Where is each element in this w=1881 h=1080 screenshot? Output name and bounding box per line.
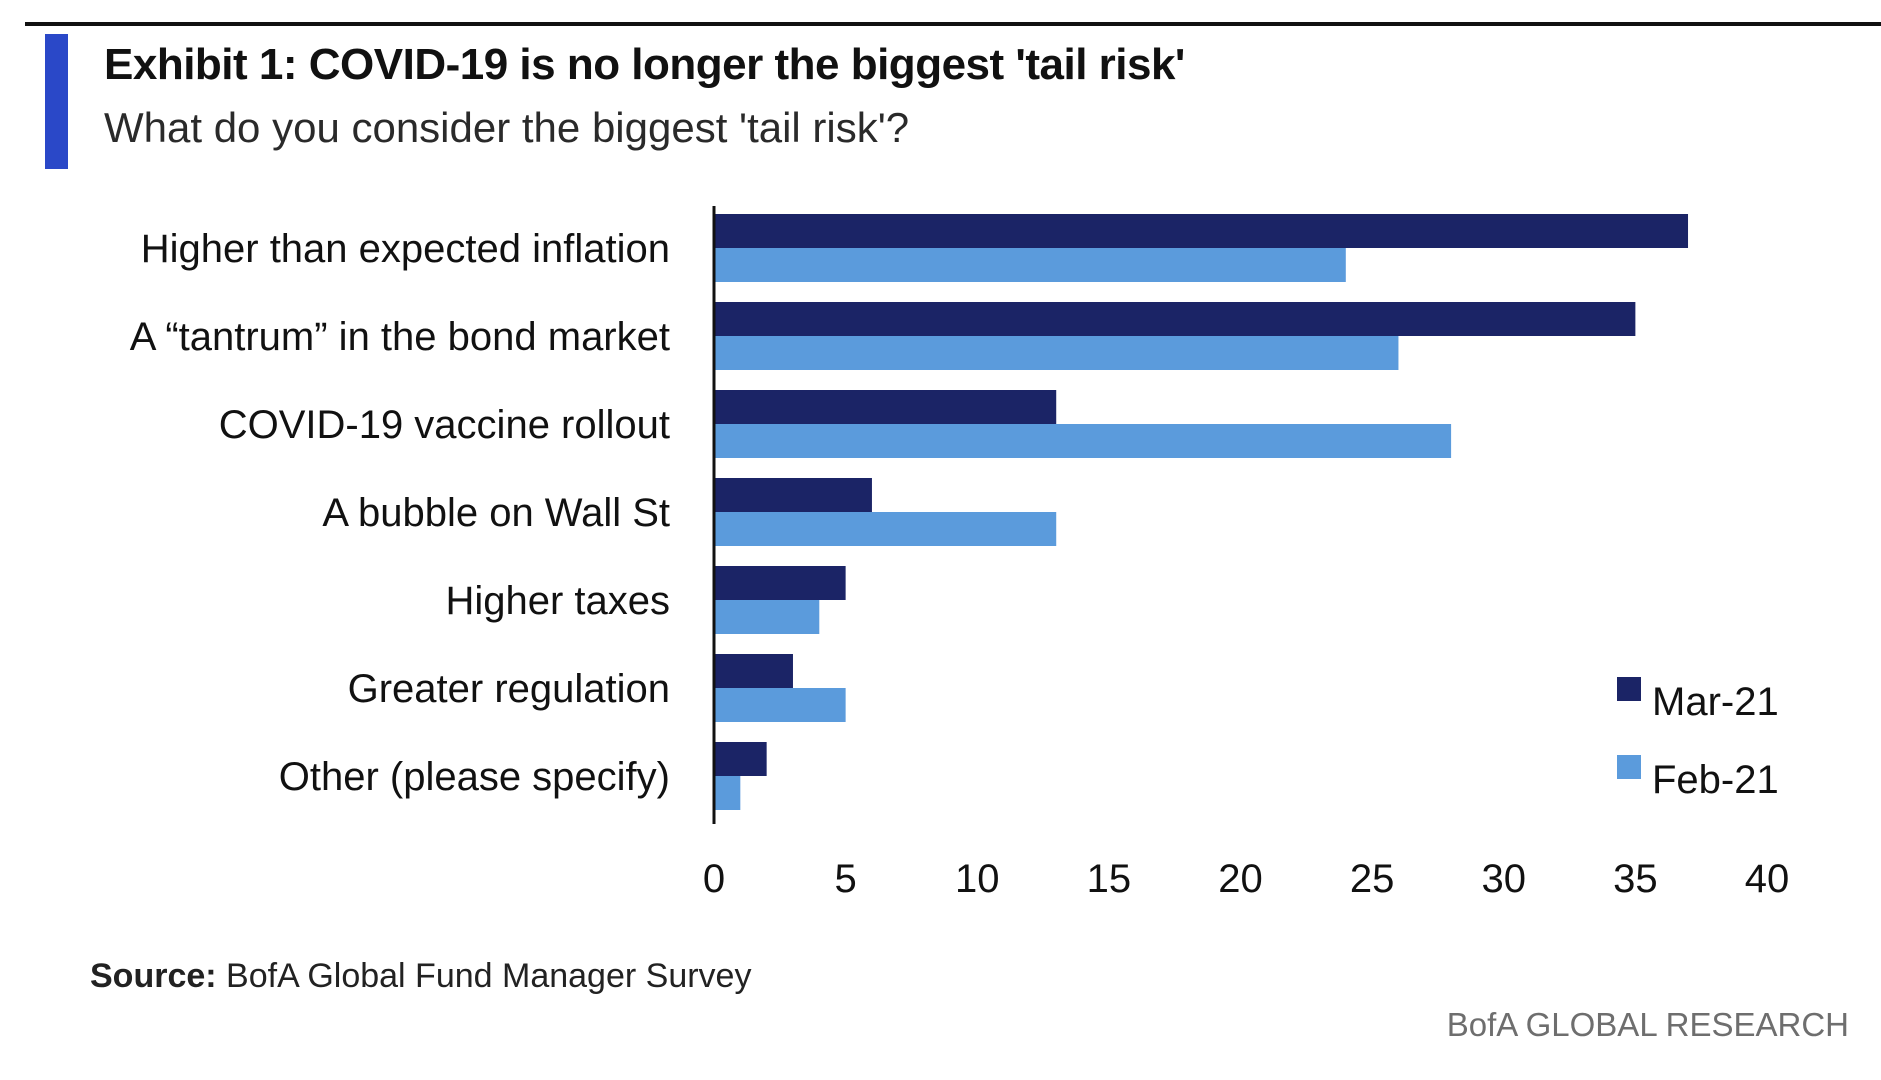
bar-feb21-6 — [714, 776, 741, 810]
x-tick-label-7: 35 — [1613, 857, 1658, 901]
x-tick-label-1: 5 — [835, 857, 857, 901]
legend-label-1: Feb-21 — [1652, 758, 1779, 802]
category-label-3: A bubble on Wall St — [322, 491, 670, 535]
chart-title: Exhibit 1: COVID-19 is no longer the big… — [104, 40, 1185, 89]
category-label-1: A “tantrum” in the bond market — [130, 315, 670, 359]
source-text: BofA Global Fund Manager Survey — [226, 957, 752, 995]
category-label-2: COVID-19 vaccine rollout — [219, 403, 670, 447]
category-label-6: Other (please specify) — [279, 755, 670, 799]
chart-subtitle: What do you consider the biggest 'tail r… — [104, 104, 910, 151]
legend-swatch-0 — [1617, 677, 1641, 701]
bar-mar21-0 — [714, 214, 1689, 248]
x-tick-label-0: 0 — [703, 857, 725, 901]
bar-mar21-6 — [714, 742, 767, 776]
x-tick-label-6: 30 — [1482, 857, 1527, 901]
bar-feb21-1 — [714, 336, 1399, 370]
bar-mar21-5 — [714, 654, 793, 688]
category-label-4: Higher taxes — [445, 579, 670, 623]
x-tick-label-5: 25 — [1350, 857, 1395, 901]
bar-feb21-4 — [714, 600, 820, 634]
bar-mar21-1 — [714, 302, 1636, 336]
bar-mar21-3 — [714, 478, 872, 512]
legend-swatch-1 — [1617, 755, 1641, 779]
bar-feb21-3 — [714, 512, 1057, 546]
brand-label: BofA GLOBAL RESEARCH — [1446, 1006, 1849, 1043]
bar-feb21-5 — [714, 688, 846, 722]
accent-bar — [45, 34, 68, 169]
legend-label-0: Mar-21 — [1652, 680, 1779, 724]
x-tick-label-3: 15 — [1087, 857, 1132, 901]
top-rule — [25, 22, 1881, 26]
bar-mar21-2 — [714, 390, 1057, 424]
bar-feb21-0 — [714, 248, 1346, 282]
category-label-5: Greater regulation — [348, 667, 670, 711]
x-tick-label-2: 10 — [955, 857, 1000, 901]
bar-feb21-2 — [714, 424, 1452, 458]
source-label: Source: — [90, 957, 217, 995]
bar-mar21-4 — [714, 566, 846, 600]
source-note: Source: BofA Global Fund Manager Survey — [90, 957, 751, 996]
x-tick-label-8: 40 — [1745, 857, 1790, 901]
category-label-0: Higher than expected inflation — [141, 227, 670, 271]
x-tick-label-4: 20 — [1218, 857, 1263, 901]
